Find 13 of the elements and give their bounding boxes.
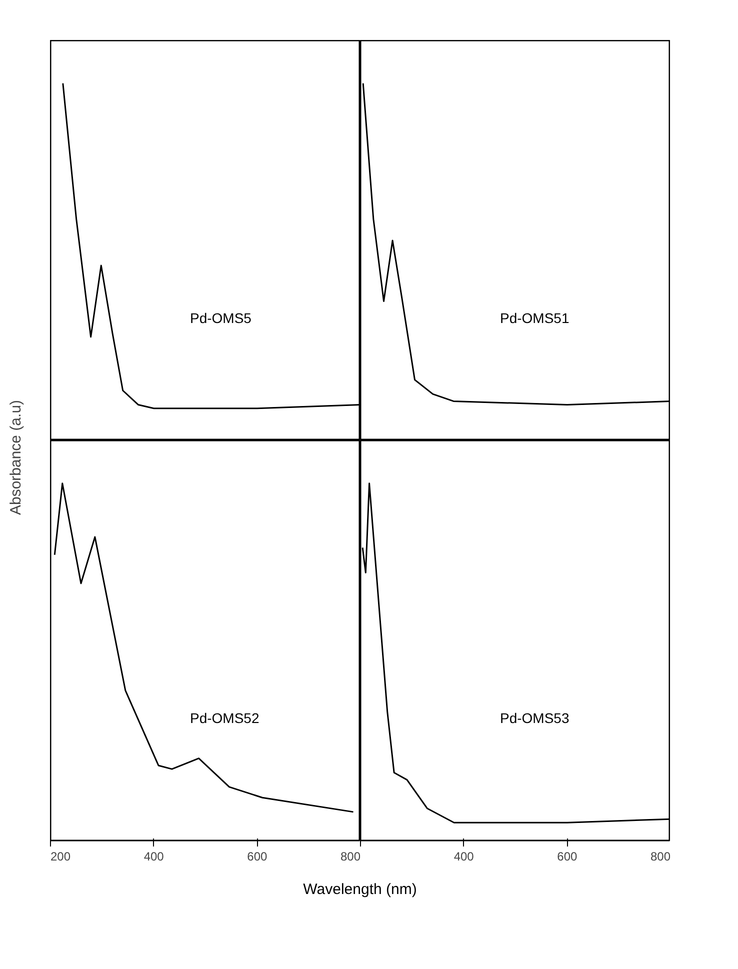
y-axis-title: Absorbance (a.u)	[8, 400, 24, 516]
text: Pd-OMS5	[190, 310, 252, 326]
x-tick-label: 800	[340, 850, 361, 864]
x-tick-label: 400	[454, 850, 474, 864]
text: Pd-OMS53	[500, 710, 570, 726]
x-tick-label: 600	[557, 850, 578, 864]
x-tick-label: 400	[144, 850, 164, 864]
x-axis-title: Wavelength (nm)	[303, 880, 417, 900]
x-tick-label: 800	[650, 850, 671, 864]
x-tick-label: 200	[50, 850, 71, 864]
text: Pd-OMS52	[190, 710, 260, 726]
x-tick-label: 600	[247, 850, 268, 864]
text: Pd-OMS51	[500, 310, 570, 326]
